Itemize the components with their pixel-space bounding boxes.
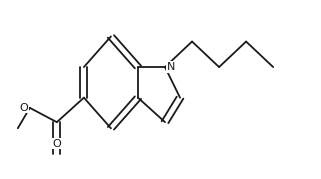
Text: N: N	[167, 62, 175, 72]
Text: O: O	[52, 139, 61, 149]
Text: O: O	[20, 103, 28, 113]
